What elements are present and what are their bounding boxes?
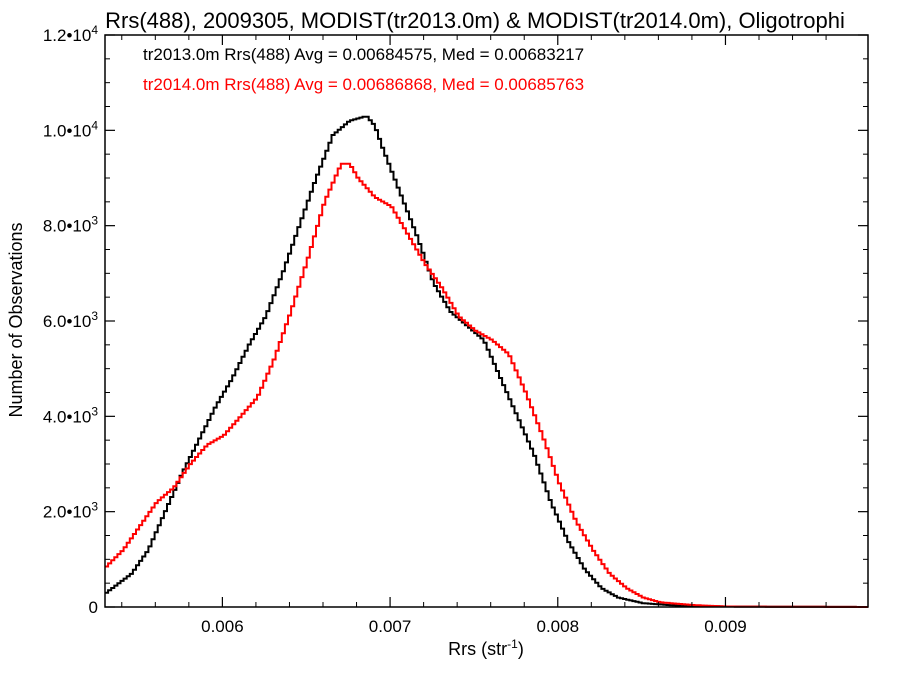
y-tick-exponent: 3 <box>91 404 98 418</box>
x-tick-label: 0.006 <box>201 617 244 636</box>
plot-frame <box>104 34 869 608</box>
x-axis-label-close: ) <box>518 639 524 659</box>
y-tick-mantissa: 6.0•10 <box>43 312 92 331</box>
y-tick-exponent: 4 <box>91 118 98 132</box>
y-tick-label: 1.2•104 <box>43 23 99 45</box>
y-tick-mantissa: 2.0•10 <box>43 503 92 522</box>
y-tick-exponent: 4 <box>91 23 98 37</box>
y-tick-exponent: 3 <box>91 309 98 323</box>
y-tick-label: 4.0•103 <box>43 404 99 426</box>
x-tick-label: 0.007 <box>369 617 412 636</box>
x-axis-label-sup: -1 <box>507 637 518 651</box>
y-tick-label: 0 <box>89 598 98 617</box>
annotation-2: tr2014.0m Rrs(488) Avg = 0.00686868, Med… <box>143 75 584 94</box>
y-tick-label: 8.0•103 <box>43 214 99 236</box>
annotation-1: tr2013.0m Rrs(488) Avg = 0.00684575, Med… <box>143 45 584 64</box>
y-tick-mantissa: 1.2•10 <box>43 26 92 45</box>
y-tick-label: 6.0•103 <box>43 309 99 331</box>
y-tick-exponent: 3 <box>91 214 98 228</box>
y-tick-mantissa: 0 <box>89 598 98 617</box>
x-tick-label: 0.009 <box>704 617 747 636</box>
plot-area: 0.006 0.007 0.008 0.00902.0•1034.0•1036.0•1… <box>43 23 869 636</box>
y-tick-mantissa: 1.0•10 <box>43 121 92 140</box>
y-tick-label: 1.0•104 <box>43 118 99 140</box>
annotation-1-text: tr2013.0m Rrs(488) Avg = 0.00684575, Med… <box>143 45 584 64</box>
y-tick-label: 2.0•103 <box>43 500 99 522</box>
series-line-1 <box>105 115 868 608</box>
chart-title: Rrs(488), 2009305, MODIST(tr2013.0m) & M… <box>105 8 845 33</box>
y-tick-exponent: 3 <box>91 500 98 514</box>
x-axis-label-main: Rrs (str <box>448 639 507 659</box>
y-tick-mantissa: 8.0•10 <box>43 217 92 236</box>
y-tick-mantissa: 4.0•10 <box>43 407 92 426</box>
x-tick-label: 0.008 <box>536 617 579 636</box>
series-line-2 <box>105 162 868 608</box>
x-axis-label: Rrs (str-1) <box>448 637 524 659</box>
y-axis-label: Number of Observations <box>6 222 26 417</box>
annotation-2-text: tr2014.0m Rrs(488) Avg = 0.00686868, Med… <box>143 75 584 94</box>
